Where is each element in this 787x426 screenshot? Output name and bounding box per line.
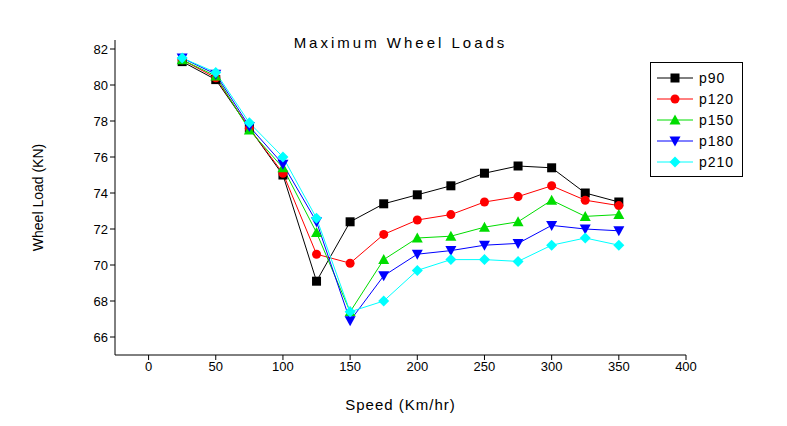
svg-text:200: 200	[406, 359, 428, 374]
svg-text:82: 82	[94, 42, 108, 57]
svg-text:250: 250	[474, 359, 496, 374]
svg-text:78: 78	[94, 114, 108, 129]
svg-text:0: 0	[145, 359, 152, 374]
svg-text:74: 74	[94, 186, 108, 201]
html-text:p210: p210	[699, 153, 735, 170]
html-text:p90: p90	[699, 69, 726, 86]
svg-text:Speed (Km/hr): Speed (Km/hr)	[345, 396, 456, 413]
svg-text:100: 100	[272, 359, 294, 374]
html-text:Maximum Wheel Loads: Maximum Wheel Loads	[293, 34, 508, 51]
svg-text:400: 400	[675, 359, 697, 374]
svg-text:68: 68	[94, 294, 108, 309]
svg-text:80: 80	[94, 78, 108, 93]
svg-text:76: 76	[94, 150, 108, 165]
html-text:p180: p180	[699, 132, 735, 149]
svg-text:72: 72	[94, 222, 108, 237]
svg-text:50: 50	[209, 359, 223, 374]
svg-text:70: 70	[94, 258, 108, 273]
html-text:p120: p120	[699, 90, 735, 107]
svg-text:350: 350	[608, 359, 630, 374]
svg-text:150: 150	[339, 359, 361, 374]
svg-text:Wheel Load (KN): Wheel Load (KN)	[30, 144, 46, 251]
svg-text:66: 66	[94, 330, 108, 345]
svg-text:300: 300	[541, 359, 563, 374]
html-text:p150: p150	[699, 111, 735, 128]
